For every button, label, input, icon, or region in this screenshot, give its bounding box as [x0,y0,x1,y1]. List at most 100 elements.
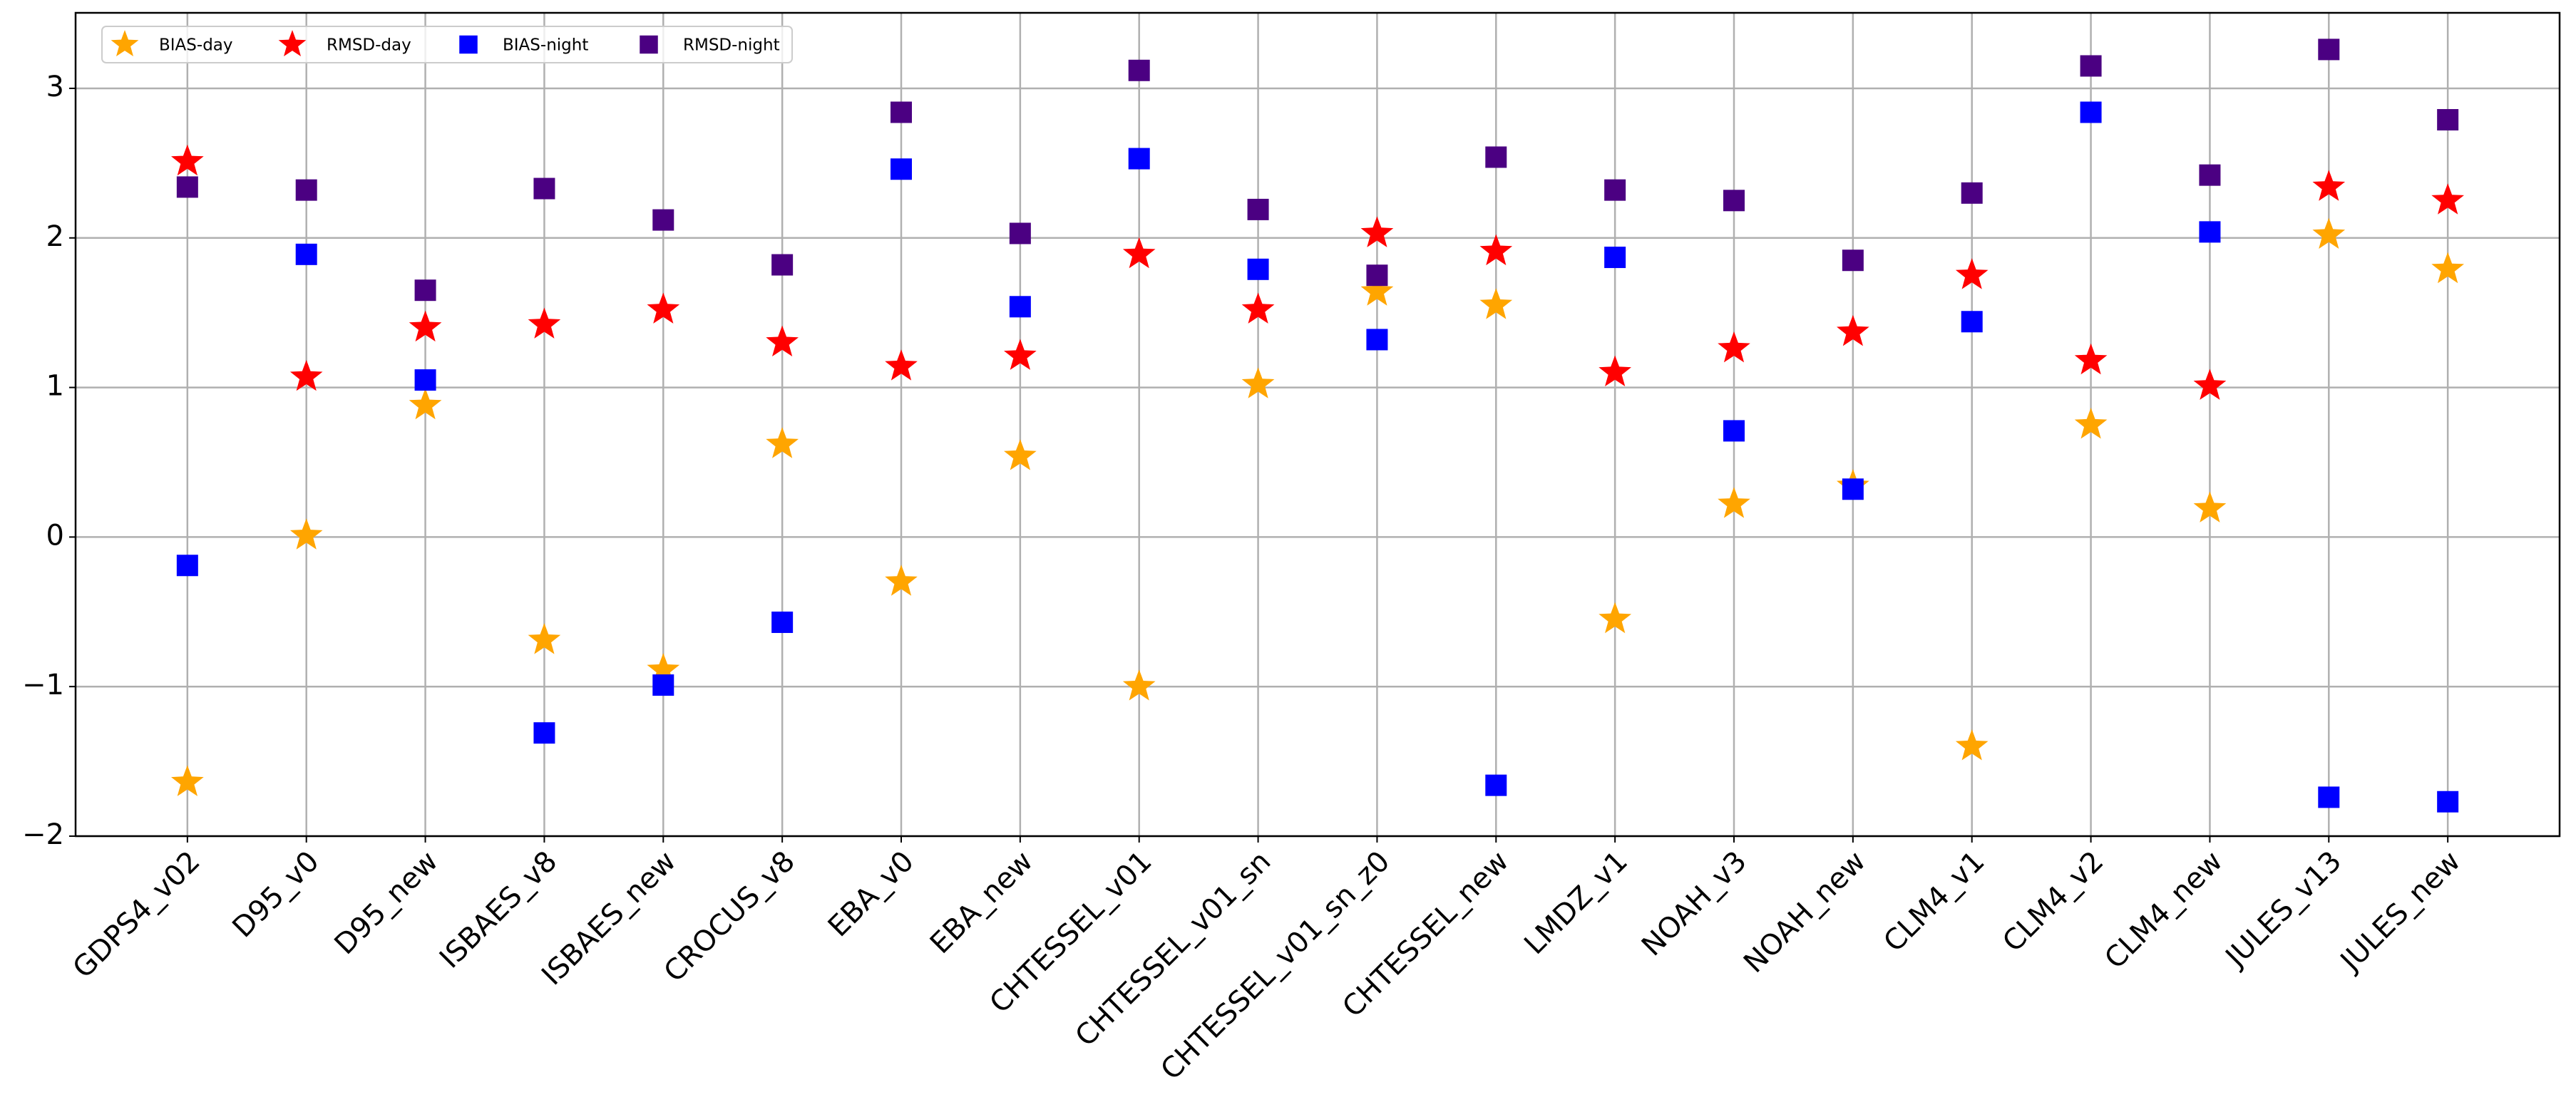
star-marker [1599,355,1631,386]
square-marker [1485,146,1507,168]
y-tick-label: −1 [22,669,64,701]
star-marker [1599,602,1631,634]
square-marker [1247,258,1269,280]
square-marker [652,209,674,231]
star-marker [1479,288,1513,319]
plot-frame [74,11,2561,838]
star-marker [289,518,323,550]
square-marker [1009,222,1031,244]
square-marker [1723,190,1745,212]
star-marker [1718,487,1750,518]
legend-marker [111,30,139,56]
star-marker [2431,252,2464,284]
x-tick-label: EBA_new [924,845,1040,960]
x-tick-label: ISBAES_v8 [433,845,563,974]
legend-label: BIAS-day [159,36,233,55]
star-marker [2193,491,2227,522]
y-tick-label: 0 [46,519,64,552]
x-tick-label: CHTESSEL_v01_sn_z0 [1154,845,1396,1086]
square-marker [771,611,794,633]
x-tick-label: D95_v0 [226,845,325,944]
star-marker [289,359,323,391]
square-marker [771,254,794,276]
legend-label: BIAS-night [503,36,588,55]
x-tick-label: CLM4_v1 [1877,845,1991,958]
square-marker [295,179,317,201]
x-tick-label: CLM4_v2 [1996,845,2110,958]
star-marker [1360,274,1394,306]
star-marker [647,653,680,684]
star-marker [885,349,918,381]
star-marker [1718,331,1750,363]
square-marker [1485,774,1507,796]
square-marker [1366,264,1388,287]
legend-box [101,26,793,63]
square-marker [2318,38,2340,61]
star-marker [528,623,561,654]
star-marker [171,144,204,176]
star-marker [1241,292,1275,324]
legend-marker [278,30,307,56]
square-marker [1604,179,1626,201]
x-tick-label: LMDZ_v1 [1518,845,1634,961]
star-marker [2312,217,2346,249]
star-marker [2193,369,2227,400]
square-marker [2318,786,2340,808]
square-marker [2437,109,2459,131]
star-marker [528,307,561,339]
square-marker [2080,101,2102,123]
star-marker [1122,237,1156,269]
square-marker [176,176,198,198]
square-marker [176,555,198,577]
star-marker [1004,439,1037,470]
square-marker [1128,148,1150,170]
star-marker [766,427,799,458]
legend-marker [640,35,658,54]
square-marker [890,158,912,180]
square-marker [1009,296,1031,318]
x-tick-label: CHTESSEL_v01_sn [1069,845,1278,1053]
square-marker [1723,420,1745,442]
legend: BIAS-day RMSD-day BIAS-night RMSD-night [101,26,793,63]
x-tick-label: GDPS4_v02 [67,845,207,984]
star-marker [2074,343,2108,375]
square-marker [1247,198,1269,220]
square-marker [2437,791,2459,813]
square-marker [1961,182,1983,204]
star-marker [1241,367,1275,398]
square-marker [2080,55,2102,77]
square-marker [2199,221,2221,243]
star-marker [1955,258,1989,289]
y-tick-label: −2 [22,818,64,851]
x-tick-label: JULES_v13 [2218,845,2348,974]
x-tick-label: D95_new [329,845,445,961]
square-marker [1128,59,1150,81]
star-marker [1955,729,1989,761]
x-tick-label: NOAH_new [1738,845,1872,979]
star-marker [885,565,918,596]
star-marker [171,765,204,796]
square-marker [890,101,912,123]
square-marker [295,243,317,265]
x-tick-label: EBA_v0 [822,845,920,943]
square-marker [1604,247,1626,269]
square-marker [533,722,555,744]
square-marker [1842,249,1864,272]
star-marker [647,292,680,324]
star-marker [1122,669,1156,701]
y-tick-label: 1 [46,370,64,403]
star-marker [409,310,442,342]
star-marker [1360,216,1394,247]
star-marker [1004,339,1037,370]
star-marker [1837,314,1869,346]
square-marker [1961,311,1983,333]
star-marker [766,325,799,356]
legend-marker [459,35,478,54]
x-tick-label: CLM4_new [2098,845,2229,975]
y-tick-label: 3 [46,71,64,103]
square-marker [533,177,555,200]
star-marker [1479,234,1513,266]
square-marker [414,369,436,391]
